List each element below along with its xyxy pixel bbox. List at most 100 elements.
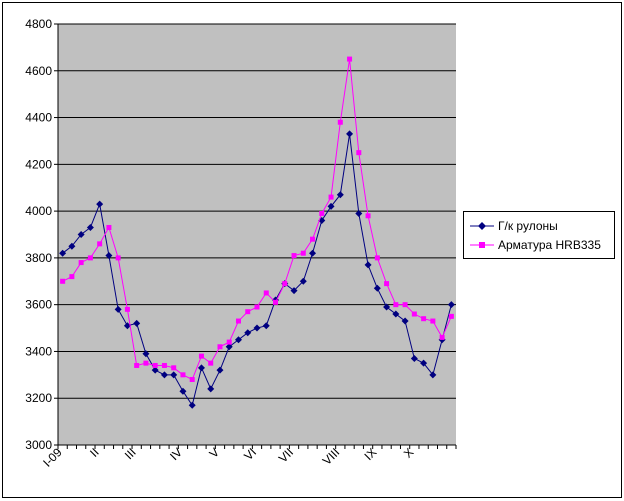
data-point-series-1	[68, 242, 76, 250]
data-point-series-2	[180, 372, 186, 378]
data-point-series-1	[234, 336, 242, 344]
x-tick-label: VI	[241, 445, 259, 463]
data-point-series-2	[310, 236, 316, 242]
legend-sample-series-2	[470, 242, 494, 248]
legend-entry-series-2: Арматура HRB335	[464, 236, 614, 254]
x-axis: I-09 II III IV V VI VII VIII IX X	[40, 444, 457, 470]
x-tick-label: IV	[167, 445, 185, 463]
x-tick-label: III	[122, 445, 139, 462]
y-tick-label: 3400	[25, 344, 52, 358]
data-point-series-1	[262, 322, 270, 330]
x-tick-label: II	[87, 445, 102, 460]
legend: Г/к рулоны Арматура HRB335	[463, 211, 615, 259]
data-point-series-2	[291, 253, 297, 259]
data-point-series-1	[151, 366, 159, 374]
x-tick-label: VIII	[320, 445, 343, 468]
data-point-series-2	[347, 56, 353, 62]
data-point-series-1	[364, 261, 372, 269]
data-point-series-1	[447, 301, 455, 309]
data-point-series-1	[401, 317, 409, 325]
y-tick-label: 4200	[25, 157, 52, 171]
data-point-series-1	[429, 371, 437, 379]
data-point-series-1	[207, 385, 215, 393]
x-tick-label: VII	[276, 445, 296, 465]
y-tick-label: 3800	[25, 251, 52, 265]
data-point-series-1	[290, 287, 298, 295]
data-point-series-2	[245, 309, 251, 315]
data-point-series-2	[319, 210, 325, 216]
data-point-series-2	[439, 334, 445, 340]
data-point-series-2	[226, 339, 232, 345]
data-point-series-1	[197, 364, 205, 372]
legend-label-series-1: Г/к рулоны	[498, 219, 558, 233]
data-point-series-2	[161, 362, 167, 368]
data-point-series-2	[217, 344, 223, 350]
data-point-series-2	[171, 365, 177, 371]
y-tick-label: 3000	[25, 438, 52, 452]
data-point-series-2	[143, 360, 149, 366]
data-point-series-1	[244, 329, 252, 337]
data-point-series-1	[123, 322, 131, 330]
data-point-series-2	[282, 281, 288, 287]
data-point-series-1	[77, 231, 85, 238]
data-point-series-2	[430, 318, 436, 324]
data-point-series-2	[411, 311, 417, 317]
x-tick-label: X	[401, 445, 417, 461]
data-point-series-2	[198, 353, 204, 359]
data-point-series-2	[337, 119, 343, 125]
data-point-series-2	[328, 194, 334, 200]
data-point-series-1	[336, 191, 344, 199]
data-point-series-1	[225, 343, 233, 351]
y-tick-label: 3200	[25, 391, 52, 405]
data-point-series-2	[106, 224, 112, 230]
data-point-series-1	[59, 249, 67, 257]
legend-sample-series-1	[470, 222, 494, 230]
data-point-series-1	[346, 130, 354, 138]
data-point-series-1	[327, 202, 335, 210]
data-point-series-2	[124, 306, 130, 312]
data-point-series-1	[142, 350, 150, 358]
legend-label-series-2: Арматура HRB335	[498, 238, 601, 252]
data-point-series-2	[384, 281, 390, 287]
x-tick-label: IX	[362, 445, 380, 463]
data-point-series-2	[374, 255, 380, 261]
data-point-series-2	[448, 313, 454, 319]
y-tick-label: 4600	[25, 64, 52, 78]
data-point-series-1	[309, 249, 317, 257]
data-point-series-1	[96, 200, 104, 208]
data-point-series-1	[392, 310, 400, 318]
data-point-series-1	[355, 209, 363, 217]
plot-area	[58, 24, 456, 445]
y-axis: 3000 3200 3400 3600 3800 4000 4200 4400 4600 4800	[25, 17, 59, 452]
data-point-series-2	[300, 250, 306, 256]
data-point-series-2	[152, 362, 158, 368]
data-point-series-2	[134, 362, 140, 368]
data-point-series-1	[253, 324, 261, 332]
data-point-series-1	[105, 252, 113, 260]
data-point-series-1	[133, 319, 141, 327]
data-point-series-2	[263, 290, 269, 296]
data-point-series-1	[216, 366, 224, 374]
data-point-series-2	[356, 150, 362, 156]
data-point-series-2	[402, 302, 408, 308]
series-layer	[59, 56, 455, 409]
data-point-series-1	[114, 305, 122, 313]
data-point-series-2	[208, 360, 214, 366]
y-tick-label: 4000	[25, 204, 52, 218]
data-point-series-1	[373, 284, 381, 292]
data-point-series-1	[179, 387, 187, 395]
data-point-series-2	[254, 304, 260, 310]
data-point-series-2	[60, 278, 66, 284]
data-point-series-2	[421, 316, 427, 322]
data-point-series-1	[160, 371, 168, 379]
data-point-series-1	[383, 303, 391, 311]
data-point-series-1	[410, 354, 418, 362]
data-point-series-1	[188, 401, 196, 409]
y-tick-label: 3600	[25, 298, 52, 312]
data-point-series-2	[97, 241, 103, 247]
data-point-series-2	[235, 318, 241, 324]
data-point-series-2	[189, 377, 195, 383]
legend-entry-series-1: Г/к рулоны	[464, 217, 614, 235]
data-point-series-2	[115, 255, 121, 261]
